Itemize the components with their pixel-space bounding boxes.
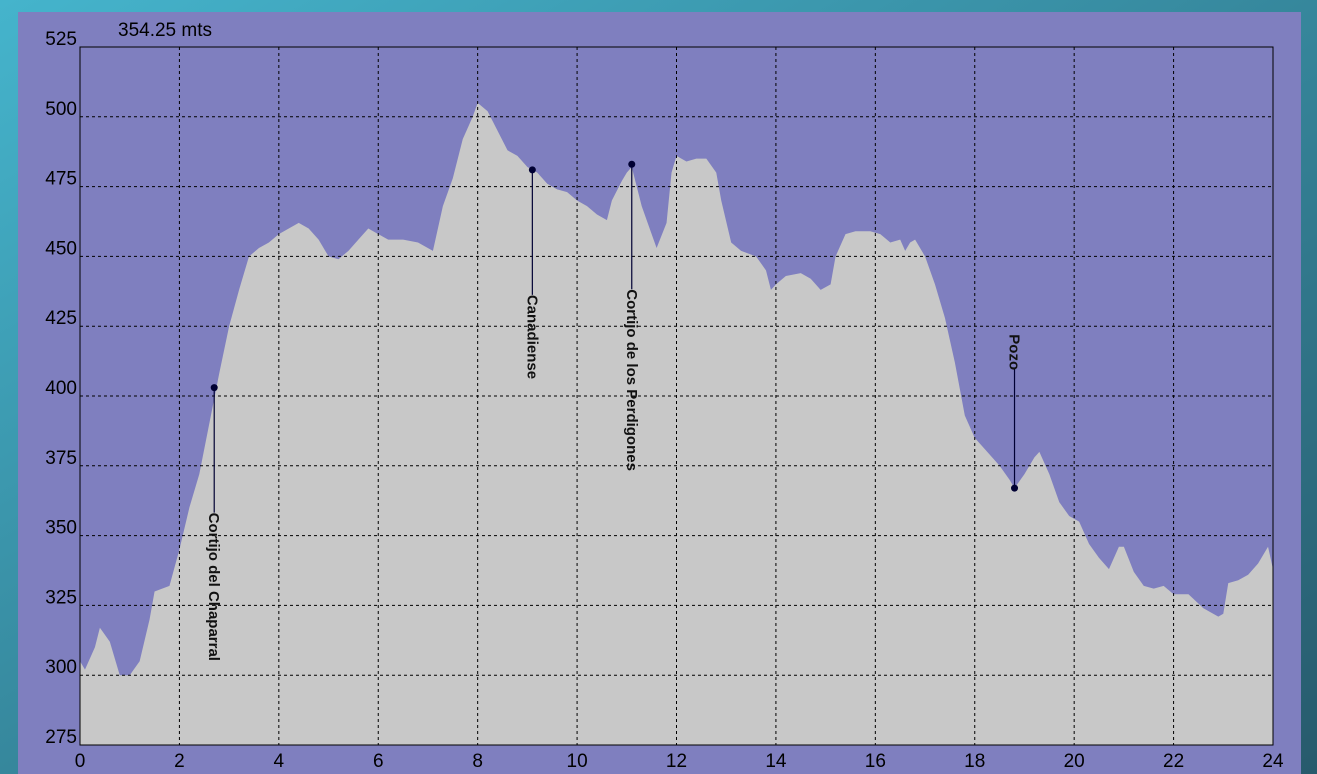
x-tick-label: 10: [567, 751, 588, 772]
x-tick-label: 2: [174, 751, 185, 772]
waypoint-label: Cortijo de los Perdigones: [623, 289, 640, 471]
y-tick-label: 375: [45, 448, 77, 469]
waypoint-marker: [210, 384, 218, 392]
x-tick-label: 22: [1163, 751, 1184, 772]
y-tick-label: 425: [45, 308, 77, 329]
waypoint-marker: [528, 166, 536, 174]
y-tick-label: 400: [45, 378, 77, 399]
x-tick-label: 0: [75, 751, 86, 772]
plot-border: [79, 46, 1274, 746]
y-tick-label: 350: [45, 518, 77, 539]
x-tick-label: 18: [964, 751, 985, 772]
x-tick-label: 14: [765, 751, 787, 772]
x-tick-label: 4: [274, 751, 285, 772]
x-tick-label: 24: [1262, 751, 1284, 772]
y-tick-label: 525: [45, 29, 77, 50]
waypoint-label: Cortijo del Chaparral: [205, 513, 222, 661]
waypoint-label: Pozo: [1006, 334, 1023, 370]
y-tick-label: 475: [45, 169, 77, 190]
waypoint-marker: [1011, 484, 1019, 492]
y-tick-label: 275: [45, 727, 77, 748]
y-tick-label: 300: [45, 657, 77, 678]
y-tick-label: 325: [45, 587, 77, 608]
x-tick-label: 12: [666, 751, 687, 772]
x-tick-label: 20: [1064, 751, 1085, 772]
x-tick-label: 8: [472, 751, 483, 772]
y-tick-label: 500: [45, 99, 77, 120]
waypoint-label: Canadiense: [523, 295, 540, 379]
y-tick-label: 450: [45, 238, 77, 259]
x-tick-label: 6: [373, 751, 384, 772]
x-tick-label: 16: [865, 751, 886, 772]
waypoint-marker: [628, 160, 636, 168]
chart-title: 354.25 mts: [118, 20, 212, 41]
